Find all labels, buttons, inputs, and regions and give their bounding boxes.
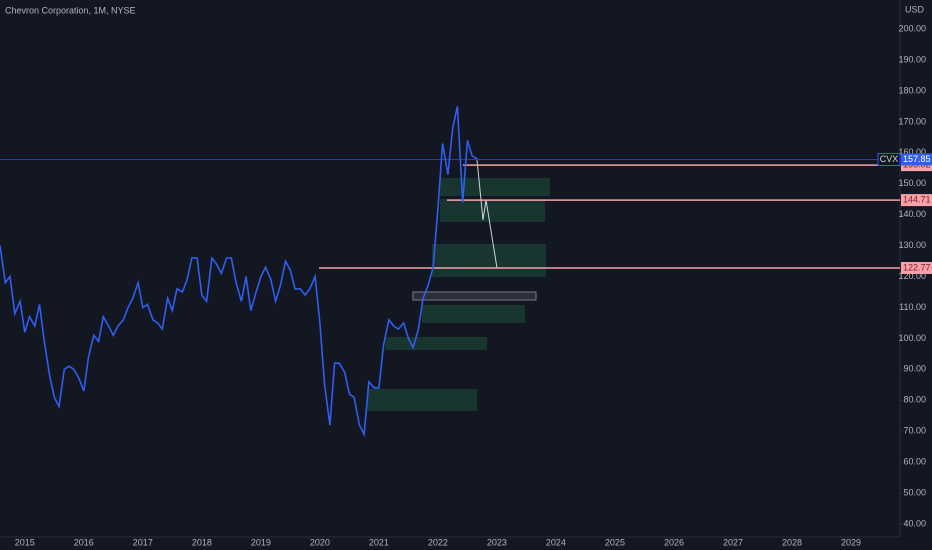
y-tick-label: 40.00 xyxy=(903,518,926,528)
chart-title: Chevron Corporation, 1M, NYSE xyxy=(5,5,136,15)
y-tick-label: 200.00 xyxy=(898,23,926,33)
y-tick-label: 80.00 xyxy=(903,395,926,405)
x-tick-label: 2019 xyxy=(251,537,271,547)
symbol-label: CVX xyxy=(880,154,899,164)
y-tick-label: 140.00 xyxy=(898,209,926,219)
x-tick-label: 2016 xyxy=(74,537,94,547)
y-tick-label: 110.00 xyxy=(899,302,926,312)
price-tag xyxy=(901,261,932,274)
last-price-tag xyxy=(901,153,932,166)
y-tick-label: 90.00 xyxy=(903,364,926,374)
zone xyxy=(412,291,537,301)
zone xyxy=(440,178,550,196)
y-tick-label: 150.00 xyxy=(898,178,926,188)
zone xyxy=(367,389,477,411)
currency-label: USD xyxy=(905,4,925,14)
last-price-label: 157.85 xyxy=(903,154,931,164)
y-tick-label: 170.00 xyxy=(898,116,926,126)
price-tag-label: 122.77 xyxy=(903,262,931,272)
zone xyxy=(422,305,525,323)
projection xyxy=(476,159,498,269)
x-tick-label: 2028 xyxy=(782,537,802,547)
symbol-tag xyxy=(877,152,901,166)
x-tick-label: 2023 xyxy=(487,537,507,547)
price-line-series xyxy=(0,106,478,438)
y-tick-label: 120.00 xyxy=(898,271,926,281)
x-tick-label: 2026 xyxy=(664,537,684,547)
x-tick-label: 2029 xyxy=(841,537,861,547)
zone xyxy=(432,244,546,277)
zone xyxy=(385,337,487,350)
x-tick-label: 2027 xyxy=(723,537,743,547)
x-tick-label: 2017 xyxy=(133,537,153,547)
price-tag xyxy=(901,194,932,207)
y-tick-label: 70.00 xyxy=(903,426,926,436)
y-tick-label: 180.00 xyxy=(898,85,926,95)
x-tick-label: 2024 xyxy=(546,537,566,547)
x-tick-label: 2020 xyxy=(310,537,330,547)
x-tick-label: 2025 xyxy=(605,537,625,547)
zones xyxy=(367,178,550,411)
price-tag-label: 144.71 xyxy=(903,194,931,204)
y-tick-label: 160.00 xyxy=(898,147,926,157)
y-tick-label: 60.00 xyxy=(903,457,926,467)
zone xyxy=(440,199,545,222)
y-tick-label: 100.00 xyxy=(898,333,926,343)
x-tick-label: 2015 xyxy=(15,537,35,547)
x-tick-label: 2018 xyxy=(192,537,212,547)
y-tick-label: 130.00 xyxy=(898,240,926,250)
x-tick-label: 2022 xyxy=(428,537,448,547)
x-tick-label: 2021 xyxy=(369,537,389,547)
y-tick-label: 190.00 xyxy=(898,54,926,64)
y-tick-label: 50.00 xyxy=(903,487,926,497)
